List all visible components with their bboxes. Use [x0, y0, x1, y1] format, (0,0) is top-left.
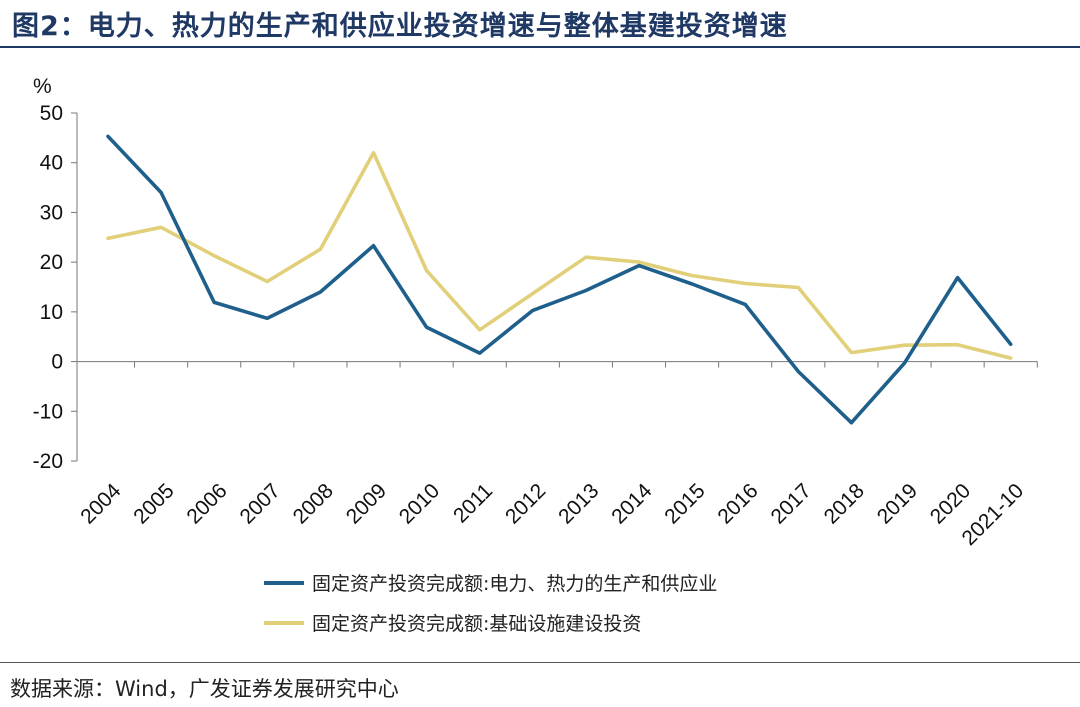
x-tick-label: 2017	[767, 479, 816, 528]
x-tick-label: 2015	[660, 479, 709, 528]
y-tick-label: -10	[33, 400, 63, 423]
x-tick-label: 2014	[607, 479, 657, 529]
y-tick-label: -20	[33, 450, 63, 473]
x-tick-label: 2018	[820, 479, 869, 528]
data-source-note: 数据来源：Wind，广发证券发展研究中心	[10, 677, 399, 701]
y-tick-label: 20	[40, 251, 63, 274]
y-tick-label: 0	[51, 351, 63, 374]
series-line-1	[106, 134, 1013, 425]
y-tick-label: 40	[40, 152, 63, 175]
x-tick-label: 2020	[926, 479, 975, 528]
y-tick-label: 10	[40, 301, 63, 324]
x-tick-label: 2006	[182, 479, 231, 528]
y-axis: 50 40 30 20 10 0 -10 -20	[33, 102, 78, 473]
series-layer	[106, 134, 1013, 425]
x-tick-label: 2004	[76, 479, 126, 529]
x-tick-label: 2012	[501, 479, 550, 528]
x-tick-label: 2007	[236, 479, 285, 528]
series-line-2	[106, 151, 1013, 360]
source-divider	[0, 662, 1080, 663]
x-tick-label: 2019	[873, 479, 922, 528]
x-tick-label: 2010	[395, 479, 444, 528]
legend-label-1: 固定资产投资完成额:电力、热力的生产和供应业	[312, 573, 717, 595]
x-tick-label: 2016	[713, 479, 762, 528]
x-tick-label: 2013	[554, 479, 603, 528]
title-divider	[0, 46, 1080, 48]
y-tick-label: 50	[40, 102, 63, 125]
y-tick-label: 30	[40, 201, 63, 224]
x-tick-label: 2005	[129, 479, 178, 528]
x-axis: 2004 2005 2006 2007 2008 2009 2010 2011 2012 2013…	[76, 361, 1038, 550]
y-axis-unit-label: %	[33, 75, 52, 98]
figure-title: 图2：电力、热力的生产和供应业投资增速与整体基建投资增速	[12, 11, 788, 42]
x-tick-label: 2008	[289, 479, 338, 528]
x-tick-label: 2011	[449, 479, 497, 527]
x-tick-label: 2009	[342, 479, 391, 528]
legend-label-2: 固定资产投资完成额:基础设施建设投资	[312, 613, 641, 635]
